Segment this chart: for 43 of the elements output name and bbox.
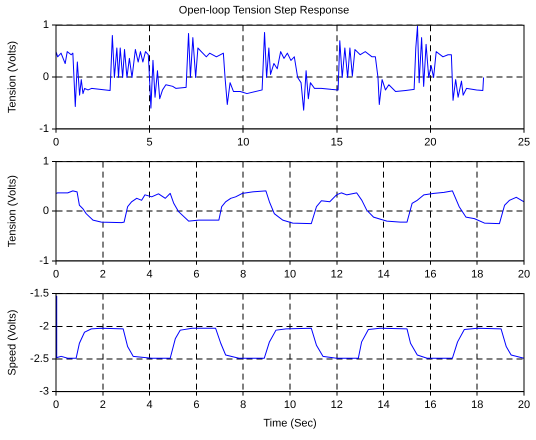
y-axis-title: Tension (Volts) [6, 40, 19, 114]
y-tick-label: 0 [42, 71, 49, 84]
y-tick-label: 0 [42, 205, 49, 218]
y-tick-label: -2 [39, 320, 49, 332]
y-tick-label: -3 [39, 386, 49, 398]
x-tick-label: 15 [330, 136, 343, 148]
x-tick-label: 20 [518, 399, 530, 412]
x-tick-label: 25 [518, 136, 530, 148]
x-tick-label: 8 [240, 399, 246, 412]
x-tick-label: 18 [471, 268, 484, 280]
x-tick-label: 20 [424, 136, 437, 148]
x-tick-label: 2 [100, 268, 106, 280]
x-tick-label: 2 [100, 399, 106, 412]
y-tick-label: -1 [39, 122, 49, 135]
x-tick-label: 4 [146, 399, 153, 412]
y-tick-label: 1 [42, 156, 49, 168]
x-tick-label: 6 [193, 399, 200, 412]
y-tick-label: -1 [39, 254, 49, 267]
x-tick-label: 10 [284, 399, 296, 412]
x-tick-label: 14 [377, 268, 390, 280]
x-tick-label: 6 [193, 268, 200, 280]
x-tick-label: 14 [377, 399, 390, 412]
x-tick-label: 12 [330, 268, 343, 280]
x-tick-label: 10 [237, 136, 250, 148]
x-tick-label: 4 [146, 268, 153, 280]
x-tick-label: 8 [240, 268, 246, 280]
x-tick-label: 20 [518, 268, 530, 280]
x-tick-label: 18 [471, 399, 484, 412]
x-tick-label: 0 [52, 136, 60, 148]
x-tick-label: 10 [284, 268, 296, 280]
x-tick-label: 16 [424, 268, 437, 280]
y-axis-title: Speed (Volts) [6, 310, 19, 376]
y-tick-label: -1.5 [30, 288, 49, 300]
y-axis-title: Tension (Volts) [6, 175, 19, 248]
x-axis-title: Time (Sec) [263, 417, 317, 430]
x-tick-label: 0 [52, 268, 60, 280]
x-tick-label: 12 [330, 399, 343, 412]
chart-title: Open-loop Tension Step Response [178, 4, 350, 17]
x-tick-label: 5 [146, 136, 153, 148]
x-tick-label: 16 [424, 399, 437, 412]
y-tick-label: -2.5 [30, 352, 49, 365]
y-tick-label: 1 [42, 19, 49, 32]
x-tick-label: 0 [52, 399, 60, 412]
